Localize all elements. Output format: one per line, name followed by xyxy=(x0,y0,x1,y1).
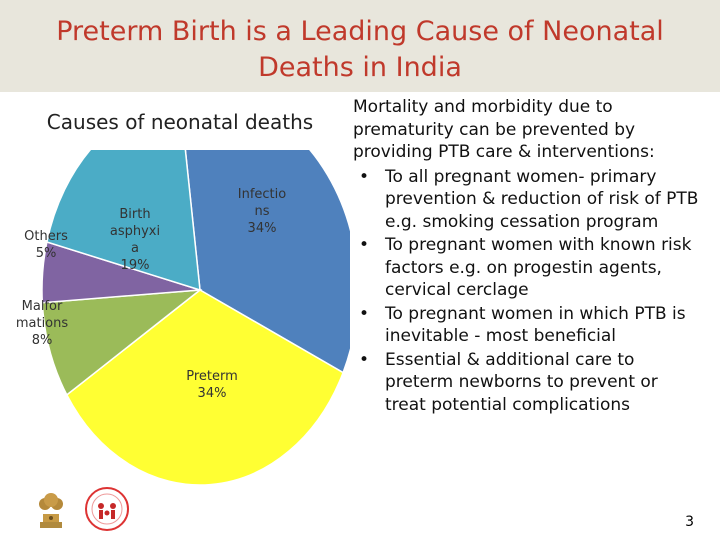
title-band xyxy=(0,0,720,92)
bullet-text: Essential & additional care to preterm n… xyxy=(385,349,658,415)
bullet-list: • To all pregnant women- primary preventi… xyxy=(353,166,703,417)
bullet-dot-icon: • xyxy=(359,303,370,324)
bullet-dot-icon: • xyxy=(359,166,370,187)
pie-slice xyxy=(41,289,203,397)
text-panel: Mortality and morbidity due to prematuri… xyxy=(353,96,703,417)
nhm-logo-icon xyxy=(85,487,129,531)
intro-text: Mortality and morbidity due to prematuri… xyxy=(353,97,655,162)
bullet-text: To pregnant women in which PTB is inevit… xyxy=(385,303,686,347)
page-number: 3 xyxy=(685,514,694,530)
slide-title: Preterm Birth is a Leading Cause of Neon… xyxy=(56,16,664,83)
bullet-text: To pregnant women with known risk factor… xyxy=(385,235,692,300)
pie-chart: Infectio ns 34% Preterm 34% Malfor mations 8% Ot… xyxy=(16,150,350,486)
pie-slice xyxy=(46,150,201,292)
bullet-text: To all pregnant women- primary preventio… xyxy=(385,166,699,232)
slice-label: Preterm 34% xyxy=(186,369,238,401)
bullet-item: • To all pregnant women- primary preventi… xyxy=(353,166,703,234)
chart-title: Causes of neonatal deaths xyxy=(46,110,314,134)
bullet-dot-icon: • xyxy=(359,349,370,370)
slice-label: Birth asphyxi a 19% xyxy=(110,207,160,273)
bullet-item: • To pregnant women with known risk facto… xyxy=(353,234,703,302)
pie-slice xyxy=(65,289,345,486)
slice-label: Others 5% xyxy=(24,229,68,261)
slice-label: Infectio ns 34% xyxy=(238,187,287,236)
slice-label: Malfor mations 8% xyxy=(16,299,69,348)
bullet-dot-icon: • xyxy=(359,235,370,255)
pie-slice xyxy=(184,150,350,374)
bullet-item: • Essential & additional care to preterm … xyxy=(353,349,703,417)
national-emblem-icon xyxy=(39,493,63,528)
bullet-item: • To pregnant women in which PTB is inevi… xyxy=(353,303,703,348)
